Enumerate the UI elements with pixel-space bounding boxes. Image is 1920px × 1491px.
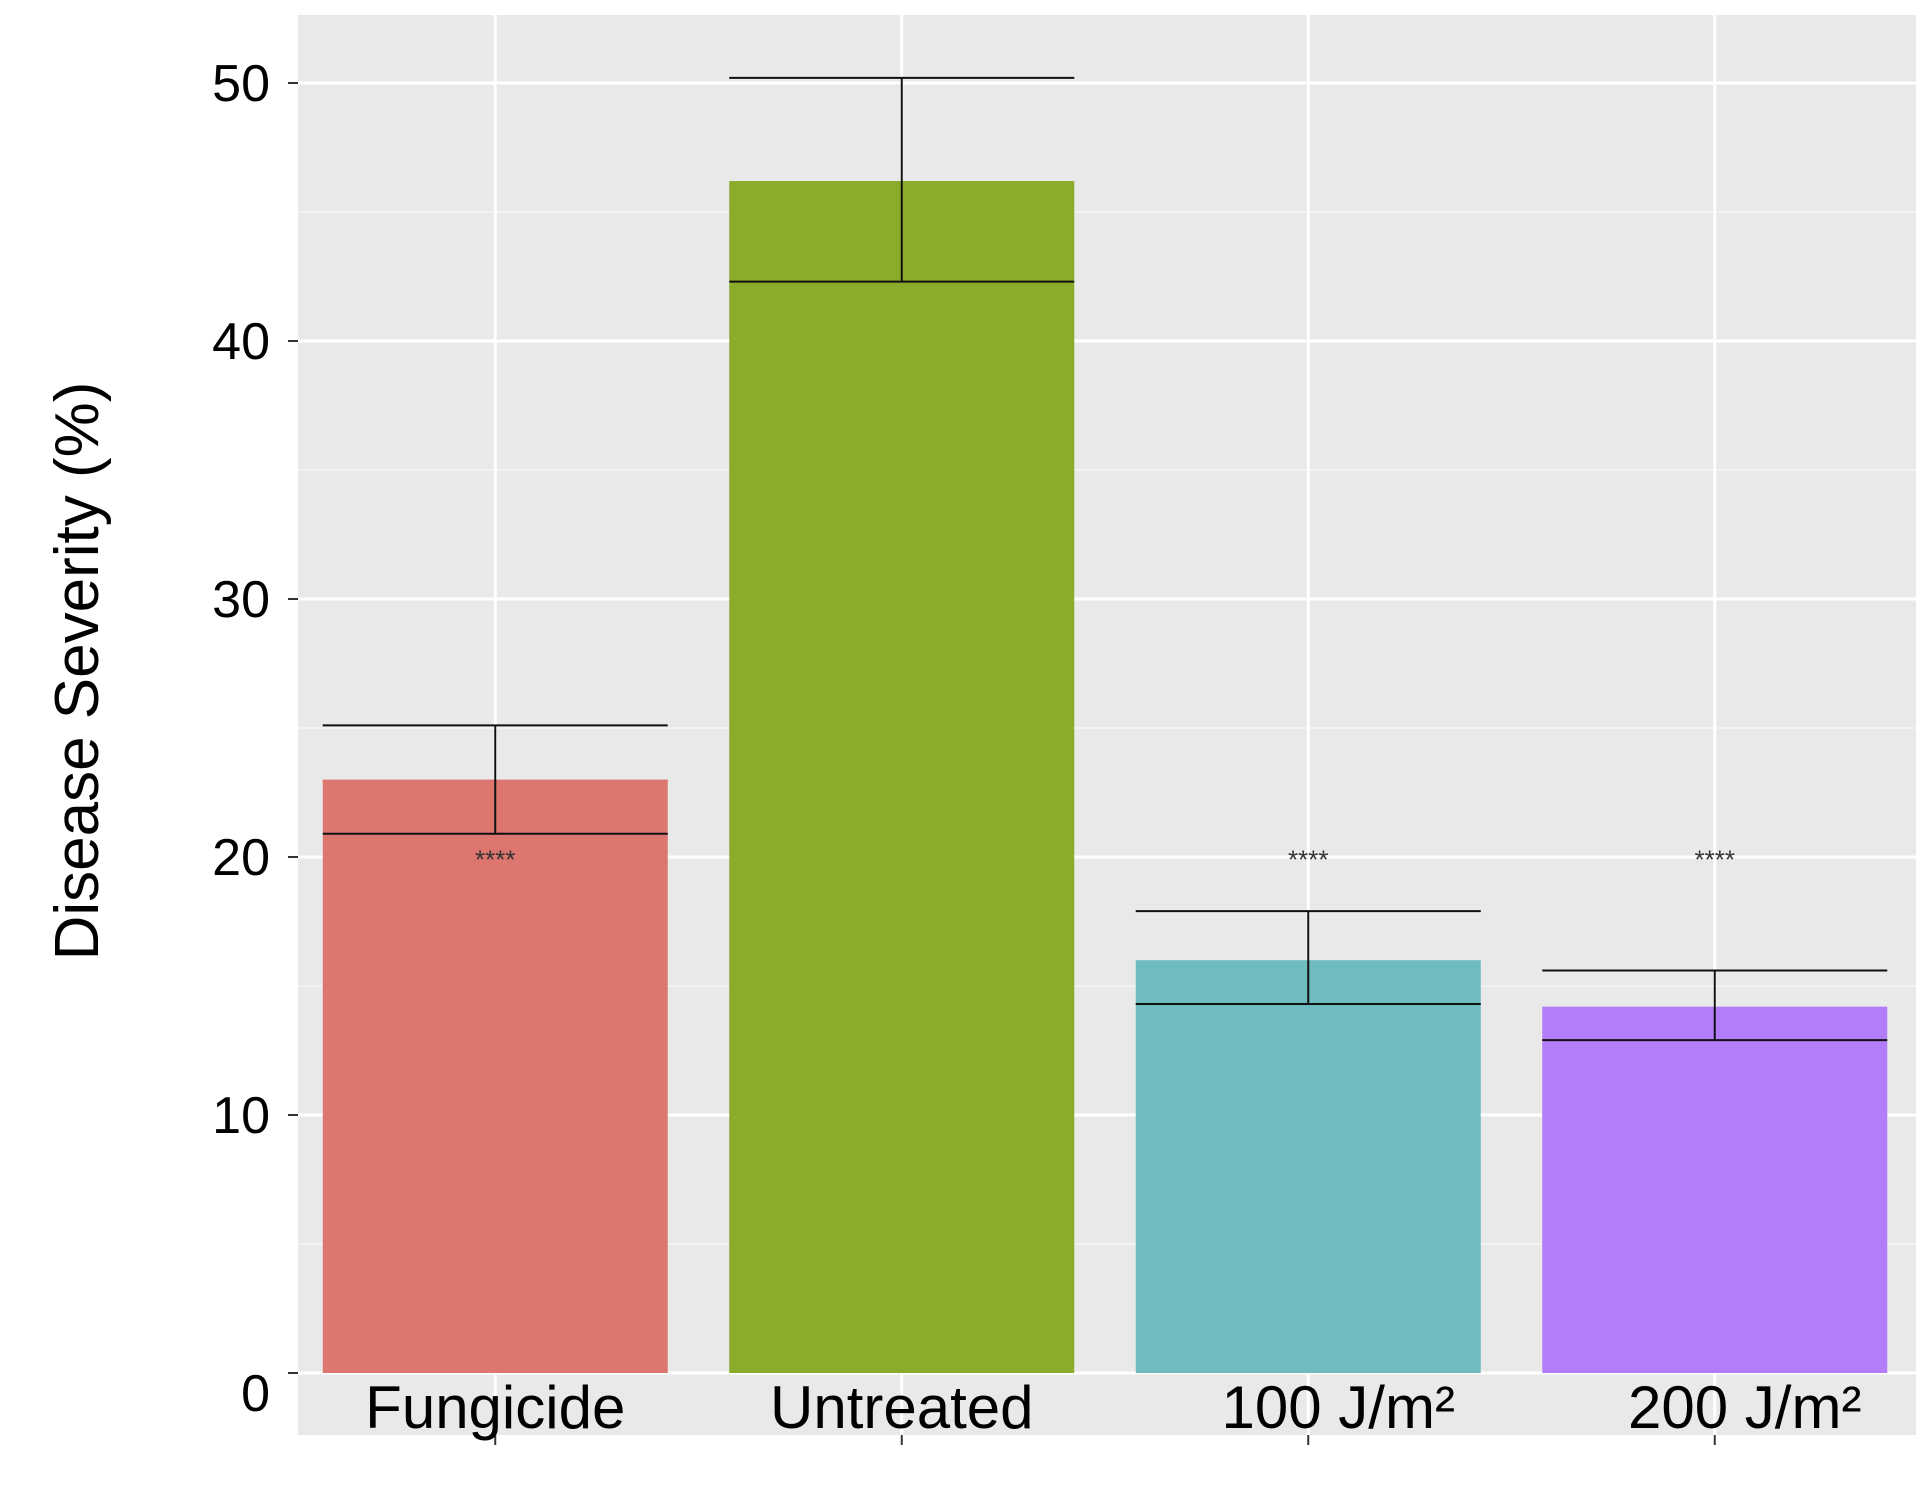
y-tick-label: 40: [212, 313, 270, 371]
y-tick-label: 0: [241, 1365, 270, 1423]
y-tick-label: 20: [212, 829, 270, 887]
significance-label: ****: [475, 844, 515, 874]
y-tick-label: 30: [212, 571, 270, 629]
bar-0: [322, 779, 668, 1373]
axes: Fungicide Untreated 100 J/m² 200 J/m² 0 10 20 3…: [212, 55, 1861, 1445]
x-tick-label: Fungicide: [365, 1374, 625, 1441]
bar-1: [729, 181, 1075, 1373]
significance-label: ****: [1695, 844, 1735, 874]
bars: [322, 181, 1888, 1373]
x-tick-label: 200 J/m²: [1628, 1374, 1861, 1441]
significance-annotations: **** **** ****: [475, 844, 1735, 874]
y-tick-label: 10: [212, 1087, 270, 1145]
y-axis-label: Disease Severity (%): [43, 382, 112, 961]
bar-2: [1135, 960, 1481, 1373]
significance-label: ****: [1288, 844, 1328, 874]
x-tick-label: 100 J/m²: [1222, 1374, 1455, 1441]
error-bars: [322, 76, 1888, 1042]
y-tick-label: 50: [212, 55, 270, 113]
x-tick-label: Untreated: [770, 1374, 1034, 1441]
bar-3: [1542, 1006, 1888, 1373]
